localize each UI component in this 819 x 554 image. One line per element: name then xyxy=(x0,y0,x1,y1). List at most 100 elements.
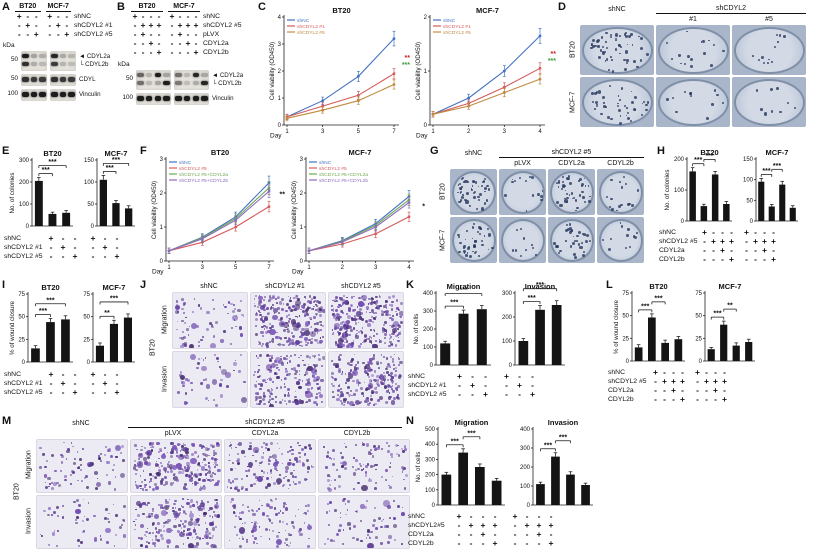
stained-cell-dot xyxy=(332,539,336,543)
stained-cell-dot xyxy=(182,505,185,508)
stained-cell-dot xyxy=(393,396,397,400)
stained-cell-dot xyxy=(94,537,98,541)
colony-dot xyxy=(633,108,636,111)
colony-dot xyxy=(461,186,463,188)
stained-cell-dot xyxy=(186,473,188,476)
stained-cell-dot xyxy=(233,525,236,529)
sign-cell: - xyxy=(681,367,684,377)
colony-dot xyxy=(630,90,633,93)
svg-text:shCDYL2 #5+CDYL2a: shCDYL2 #5+CDYL2a xyxy=(319,172,368,178)
stained-cell-dot xyxy=(339,512,342,515)
colony-dot xyxy=(483,202,487,205)
stained-cell-dot xyxy=(167,464,171,468)
colony-dot xyxy=(609,197,613,201)
stained-cell-dot xyxy=(196,500,199,503)
column-header: shNC xyxy=(608,6,626,13)
colony-dot xyxy=(783,34,787,38)
stained-cell-dot xyxy=(197,462,201,466)
image-row: Migration xyxy=(24,439,410,493)
sign-cell: - xyxy=(141,38,145,48)
stained-cell-dot xyxy=(395,444,399,448)
significance: ****** xyxy=(760,163,783,177)
stained-cell-dot xyxy=(364,368,366,370)
stained-cell-dot xyxy=(297,508,300,511)
stained-cell-dot xyxy=(139,537,143,541)
colony-dot xyxy=(642,100,645,103)
panel-D: D shNC shCDYL2 #1 #5 BT20 MCF-7 xyxy=(558,2,818,144)
colony-dot xyxy=(770,88,774,91)
stained-cell-dot xyxy=(285,339,289,344)
stained-cell-dot xyxy=(374,486,377,490)
colony-dot xyxy=(562,176,565,179)
stained-cell-dot xyxy=(314,308,317,311)
stained-cell-dot xyxy=(294,514,297,517)
sign-cell: + xyxy=(762,236,767,246)
stained-cell-dot xyxy=(303,445,308,449)
stained-cell-dot xyxy=(317,329,320,332)
stained-cell-dot xyxy=(260,331,264,335)
stained-cell-dot xyxy=(238,527,246,534)
stained-cell-dot xyxy=(233,506,236,509)
stained-cell-dot xyxy=(310,465,313,467)
colony-dot xyxy=(623,59,626,62)
stained-cell-dot xyxy=(216,464,219,466)
stained-cell-dot xyxy=(261,343,264,346)
sign-cell: - xyxy=(149,47,153,57)
stained-cell-dot xyxy=(297,364,300,367)
colony-dot xyxy=(478,225,482,229)
stained-cell-dot xyxy=(367,323,371,327)
series-line xyxy=(168,206,270,252)
stained-cell-dot xyxy=(221,369,228,376)
stained-cell-dot xyxy=(82,531,85,534)
stained-cell-dot xyxy=(371,373,375,377)
stained-cell-dot xyxy=(229,441,232,443)
significance: ****** xyxy=(102,157,130,174)
stained-cell-dot xyxy=(349,395,351,398)
stained-cell-dot xyxy=(397,357,400,361)
stained-cell-dot xyxy=(345,319,351,325)
stained-cell-dot xyxy=(229,459,231,461)
stained-cell-dot xyxy=(157,530,161,535)
stained-cell-dot xyxy=(162,526,164,529)
significance: ***** xyxy=(99,295,129,319)
transwell-image xyxy=(224,439,316,493)
stained-cell-dot xyxy=(154,472,157,475)
stained-cell-dot xyxy=(199,501,206,508)
stained-cell-dot xyxy=(276,295,280,299)
colony-dot xyxy=(572,196,576,199)
significance: ****** xyxy=(540,434,571,452)
stained-cell-dot xyxy=(253,524,257,528)
stained-cell-dot xyxy=(403,445,406,448)
stained-cell-dot xyxy=(268,299,272,303)
colony-dot xyxy=(466,252,469,254)
stained-cell-dot xyxy=(306,379,308,381)
stained-cell-dot xyxy=(261,475,264,478)
stained-cell-dot xyxy=(208,447,210,450)
sign-cell: - xyxy=(772,227,775,237)
stained-cell-dot xyxy=(141,480,143,483)
stained-cell-dot xyxy=(220,339,224,343)
svg-text:200: 200 xyxy=(674,157,685,163)
stained-cell-dot xyxy=(184,512,188,516)
stained-cell-dot xyxy=(292,469,295,472)
svg-text:1: 1 xyxy=(307,265,311,271)
colony-dot xyxy=(689,64,693,68)
stained-cell-dot xyxy=(349,303,353,307)
stained-cell-dot xyxy=(192,545,199,548)
stained-cell-dot xyxy=(215,404,218,407)
stained-cell-dot xyxy=(391,376,394,379)
signs-row-label: CDYL2a xyxy=(608,387,634,394)
stained-cell-dot xyxy=(284,385,287,388)
colony-dot xyxy=(690,58,694,62)
stained-cell-dot xyxy=(180,344,184,348)
stained-cell-dot xyxy=(368,379,373,383)
protein-band xyxy=(39,53,46,58)
stained-cell-dot xyxy=(383,524,387,528)
stained-cell-dot xyxy=(384,341,387,344)
colony-dot xyxy=(636,65,639,68)
stained-cell-dot xyxy=(178,467,180,470)
stained-cell-dot xyxy=(151,531,155,535)
sign-cell: - xyxy=(663,394,666,404)
sign-cell: - xyxy=(186,47,190,57)
stained-cell-dot xyxy=(225,372,231,378)
